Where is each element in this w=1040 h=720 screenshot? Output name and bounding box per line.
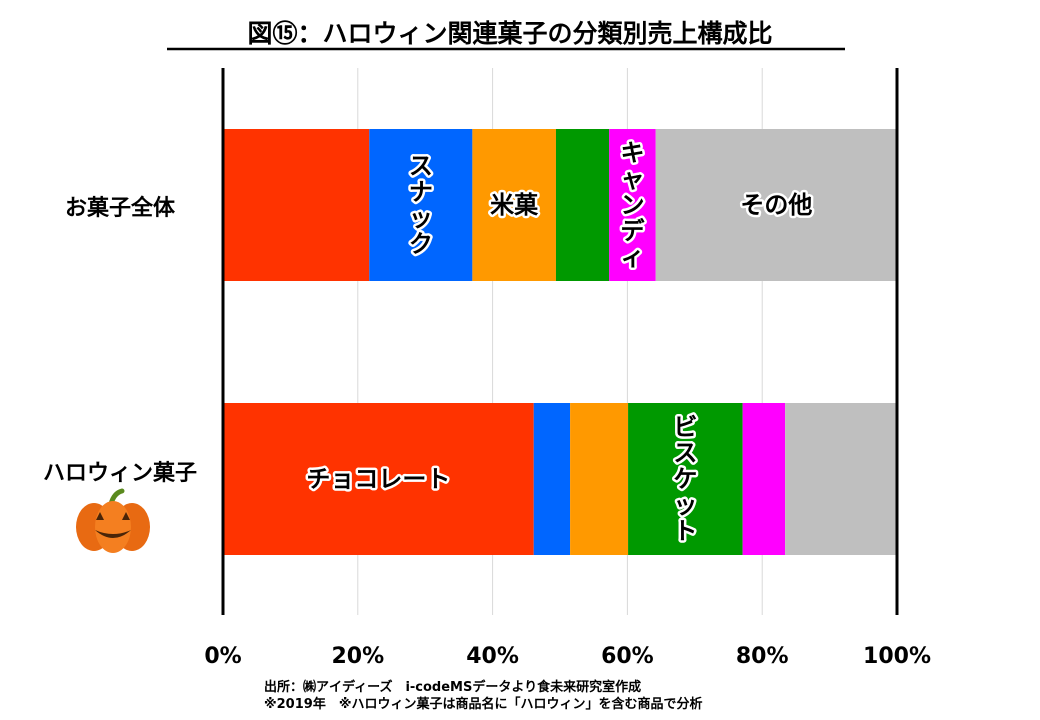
source-note: 出所：㈱アイディーズ i-codeMSデータより食未来研究室作成 <box>264 680 642 695</box>
segment-label: 米菓 <box>490 191 539 219</box>
bar-segment <box>785 403 897 555</box>
x-tick-label: 20% <box>331 644 384 669</box>
chart-title: 図⑮：ハロウィン関連菓子の分類別売上構成比 <box>247 19 772 48</box>
segment-label: スナック <box>409 152 433 258</box>
bar-segment <box>533 403 571 555</box>
segment-label: キャンディ <box>620 139 645 271</box>
bar-segment <box>555 129 610 281</box>
segment-label: ビスケット <box>673 413 697 545</box>
x-tick-label: 40% <box>466 644 519 669</box>
bar-segment <box>472 129 556 281</box>
x-tick-label: 100% <box>863 644 931 669</box>
bar-segment <box>655 129 897 281</box>
bar-segment <box>570 403 629 555</box>
footnote: ※2019年 ※ハロウィン菓子は商品名に「ハロウィン」を含む商品で分析 <box>264 697 703 712</box>
axes <box>221 68 899 615</box>
bar-segment <box>628 403 743 555</box>
bar-segment <box>223 403 534 555</box>
segment-label: その他 <box>740 191 812 219</box>
bar-segment <box>369 129 473 281</box>
bar-segment <box>609 129 656 281</box>
x-tick-label: 0% <box>204 644 241 669</box>
x-tick-label: 80% <box>736 644 789 669</box>
segment-label: チョコレート <box>306 465 450 493</box>
x-tick-label: 60% <box>601 644 654 669</box>
pumpkin-icon <box>76 488 150 553</box>
bar-segment <box>223 129 370 281</box>
bar-segment <box>742 403 786 555</box>
bars <box>223 129 897 555</box>
category-label: ハロウィン菓子 <box>43 460 197 486</box>
category-label: お菓子全体 <box>65 195 176 221</box>
x-tick-labels: 0% 20% 40% 60% 80% 100% <box>204 644 931 669</box>
